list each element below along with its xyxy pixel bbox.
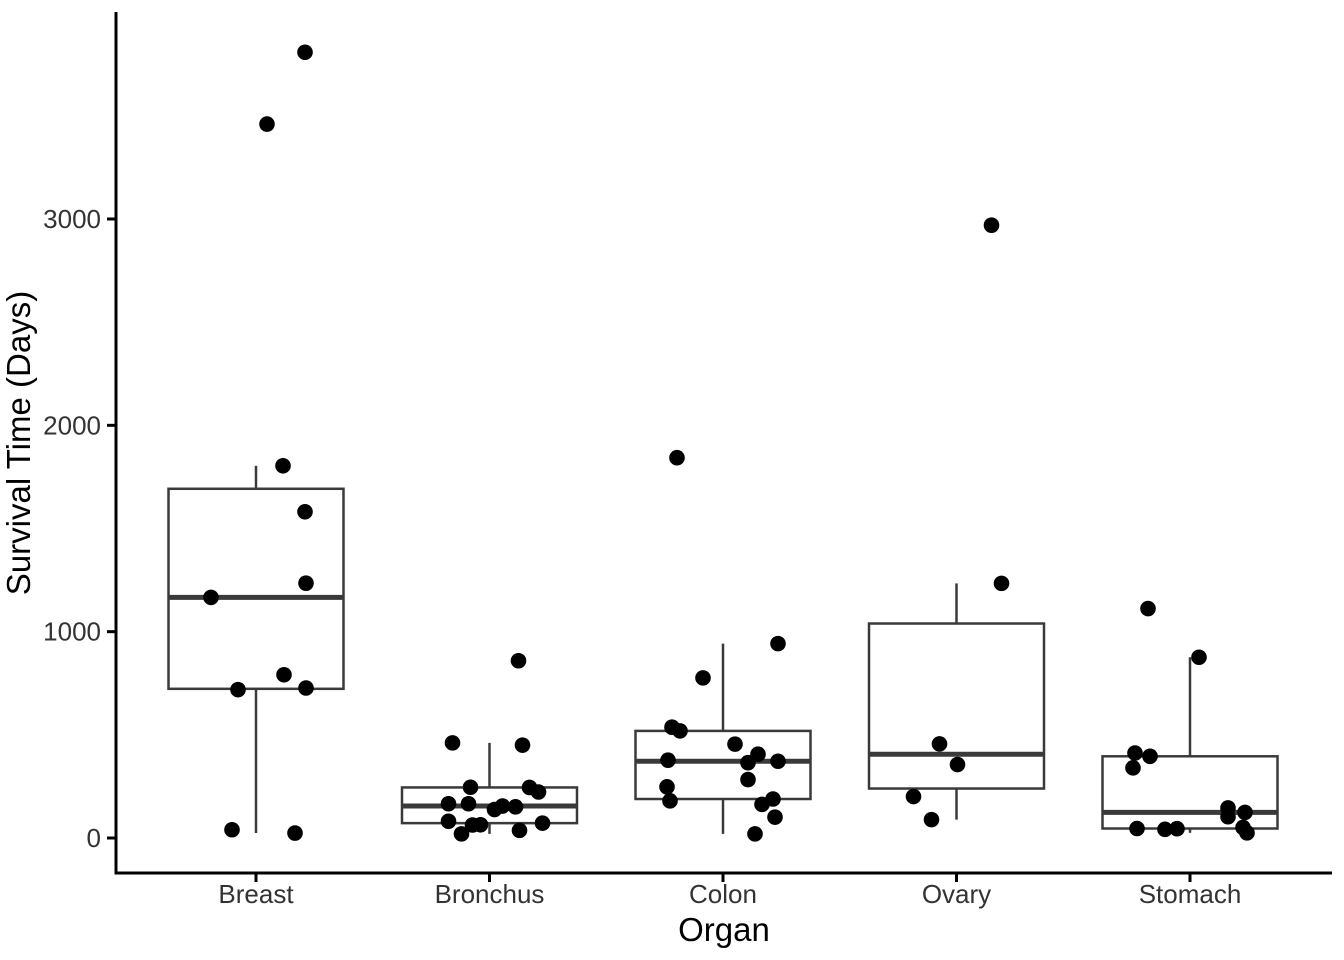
data-point [298,680,314,696]
data-point [276,666,292,683]
data-point [287,825,303,841]
y-tick-label: 2000 [43,410,101,440]
data-point [727,736,743,752]
data-point [453,826,470,842]
x-axis-title: Organ [678,911,770,948]
data-point [1125,760,1141,776]
data-point [1220,808,1236,825]
y-axis-title: Survival Time (Days) [0,291,37,595]
data-point [1129,820,1145,837]
x-tick-label: Breast [218,879,294,909]
data-point [1191,649,1207,666]
x-tick-label: Stomach [1139,879,1242,909]
data-point [486,801,503,818]
data-point [1127,745,1143,761]
data-point [660,752,676,769]
data-point [767,809,783,825]
data-point [949,756,966,773]
data-point [444,735,461,751]
data-point [297,503,313,520]
data-point [662,793,678,809]
data-point [1142,748,1158,765]
data-point [770,635,786,652]
data-point [905,788,922,805]
data-point [462,779,479,796]
data-point [460,795,477,812]
data-point [754,796,770,813]
data-point [534,815,551,831]
data-point [669,449,685,466]
data-point [530,784,547,800]
data-point [224,821,240,838]
data-point [1237,804,1253,821]
x-tick-label: Bronchus [435,879,545,909]
data-point [770,753,786,770]
data-point [740,771,756,788]
data-point [747,826,763,842]
y-tick-label: 0 [87,823,101,853]
data-point [659,779,675,795]
y-tick-label: 1000 [43,617,101,647]
data-point [514,737,531,753]
data-point [507,799,524,815]
data-point [1169,820,1185,837]
data-point [203,589,219,606]
data-point [740,754,756,771]
data-point [993,575,1010,592]
y-tick-label: 3000 [43,204,101,234]
data-point [931,736,948,752]
data-point [1239,825,1255,841]
data-point [672,723,688,739]
data-point [275,457,291,474]
data-point [298,575,314,591]
x-tick-label: Ovary [922,879,991,909]
data-point [695,670,711,686]
data-point [440,813,457,830]
data-point [1157,821,1173,838]
iqr-box [167,487,345,691]
data-point [259,116,275,132]
data-point [464,817,481,833]
data-point [1140,600,1156,617]
data-point [983,217,1000,233]
data-point [510,652,527,669]
data-point [923,811,940,828]
data-point [297,44,313,61]
data-point [230,681,246,698]
x-tick-label: Colon [689,879,757,909]
data-point [440,795,457,812]
data-point [511,822,528,839]
